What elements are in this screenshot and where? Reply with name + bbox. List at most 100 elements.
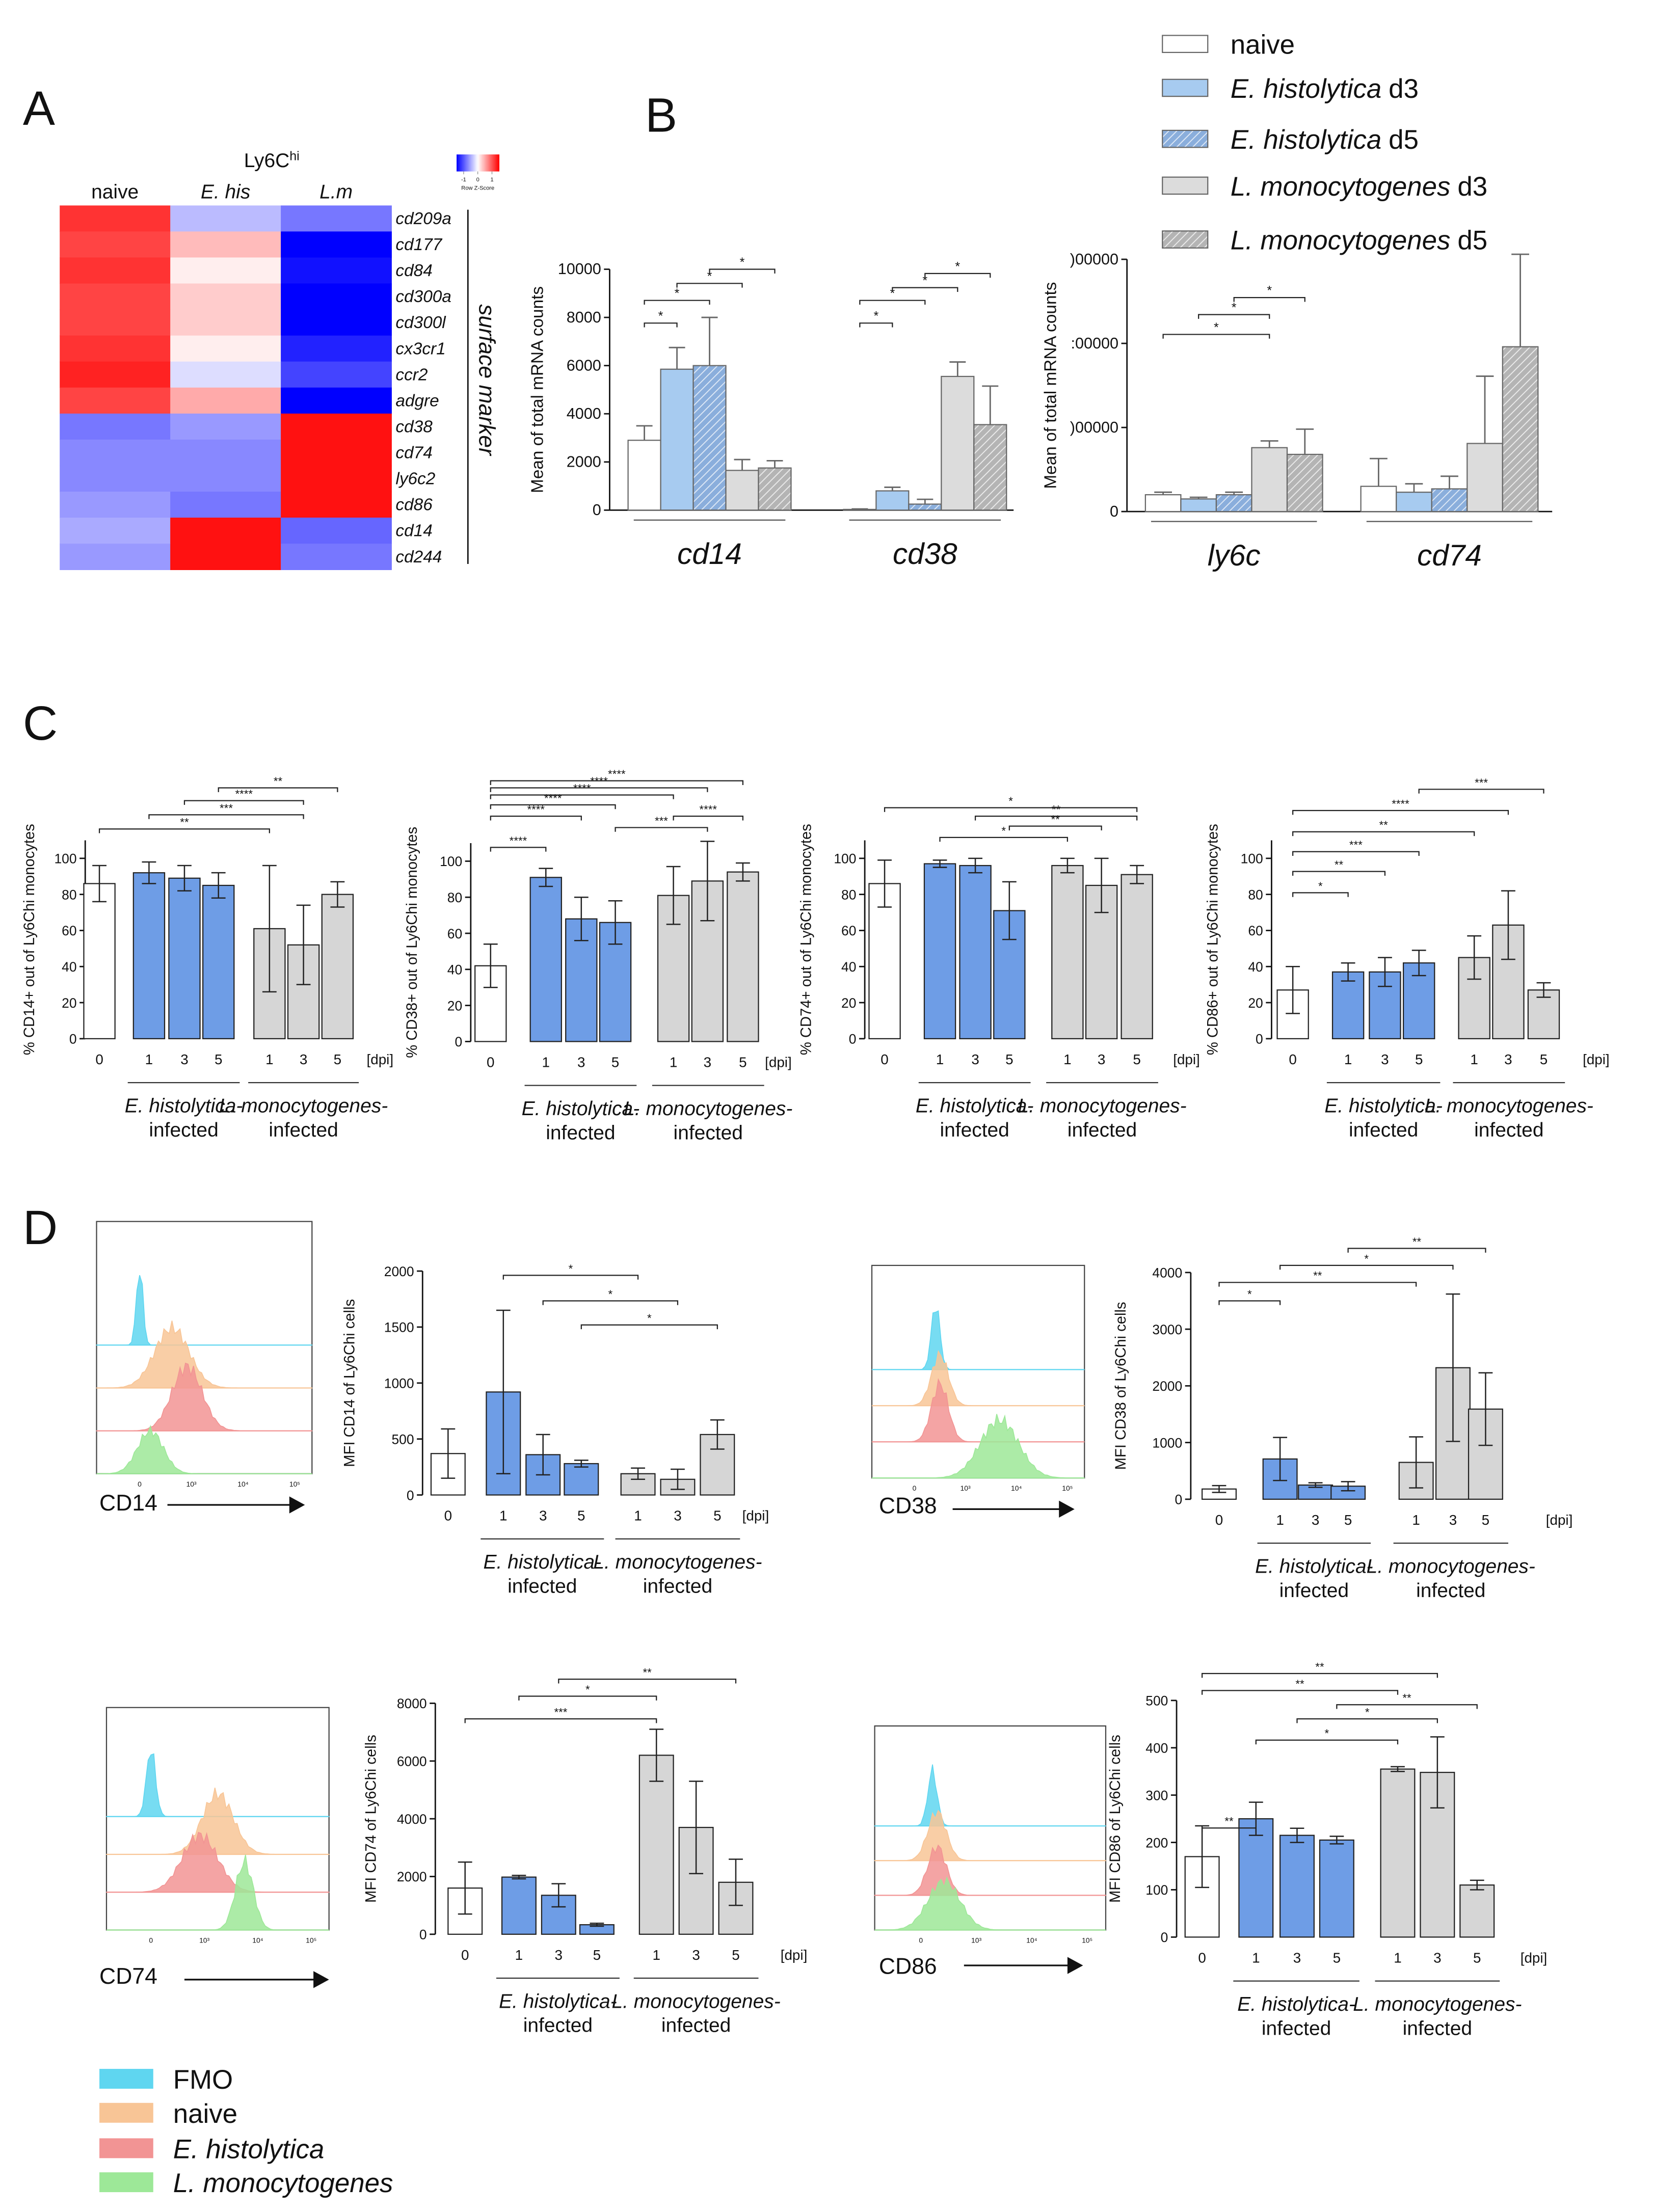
y-tick-label: 40 xyxy=(447,962,462,978)
error-bar xyxy=(1536,982,1551,998)
group-label: infected xyxy=(269,1119,338,1141)
significance-label: * xyxy=(1364,1252,1369,1265)
colorbar-slice xyxy=(477,154,480,172)
histogram-curve xyxy=(874,1844,1106,1896)
y-tick-label: 0 xyxy=(593,501,601,519)
significance-bracket xyxy=(1255,1739,1399,1745)
heatmap-cell xyxy=(281,544,392,571)
significance-label: *** xyxy=(655,815,668,827)
legend-suffix: d3 xyxy=(1389,74,1419,104)
row-label: cd74 xyxy=(395,444,432,463)
heatmap-cell xyxy=(170,465,281,492)
colorbar-slice xyxy=(481,154,483,172)
heatmap-cell xyxy=(170,387,281,414)
bar xyxy=(529,877,562,1042)
legend-suffix: d3 xyxy=(1457,172,1487,202)
y-tick-label: 100 xyxy=(440,854,462,869)
error-bar xyxy=(1260,440,1278,448)
error-bar xyxy=(1329,1836,1344,1845)
y-tick-label: :00000 xyxy=(1071,335,1118,352)
error-bar xyxy=(1212,1485,1227,1493)
bar xyxy=(1180,498,1217,512)
significance-label: ** xyxy=(643,1666,652,1679)
significance-label: * xyxy=(1008,795,1013,807)
bar xyxy=(564,1463,599,1496)
colorbar-slice xyxy=(489,154,491,172)
legend-swatch xyxy=(1162,176,1209,195)
x-tick-label: 3 xyxy=(180,1051,188,1067)
y-tick-label: 3000 xyxy=(1152,1322,1182,1337)
bar xyxy=(1051,865,1084,1039)
legend-swatch xyxy=(1162,78,1209,97)
bar xyxy=(908,503,942,511)
significance-label: * xyxy=(1267,284,1272,298)
error-bar xyxy=(1501,890,1515,960)
bar xyxy=(321,894,354,1039)
error-bar xyxy=(710,1419,725,1450)
row-label: cd14 xyxy=(395,522,432,541)
heatmap-cell xyxy=(281,283,392,310)
error-bar xyxy=(142,861,156,884)
histogram-curve xyxy=(872,1414,1085,1478)
y-tick-label: 400 xyxy=(1145,1740,1168,1756)
significance-label: * xyxy=(740,255,745,269)
error-bar xyxy=(1411,950,1426,977)
error-bar xyxy=(330,881,345,908)
legend-swatch xyxy=(1162,129,1209,148)
bar xyxy=(1396,492,1432,512)
x-tick-label: 0 xyxy=(138,1480,142,1488)
colorbar-slice xyxy=(473,154,475,172)
axis-arrowhead xyxy=(1067,1957,1083,1974)
error-bar xyxy=(1341,962,1355,982)
bar xyxy=(1144,494,1182,512)
significance-label: ** xyxy=(1315,1660,1324,1673)
y-tick-label: 8000 xyxy=(567,309,601,326)
error-bar xyxy=(949,361,966,376)
significance-bracket xyxy=(709,268,776,274)
significance-bracket xyxy=(1201,1690,1399,1695)
significance-bracket xyxy=(1292,851,1420,856)
colorbar-slice xyxy=(486,154,488,172)
error-bar xyxy=(1470,1879,1484,1891)
heatmap-cell xyxy=(60,413,171,440)
group-label: E. histolytica- xyxy=(484,1551,602,1573)
row-label: cd209a xyxy=(395,209,451,228)
colorbar-slice xyxy=(496,154,498,172)
row-label: ly6c2 xyxy=(395,470,435,489)
bar xyxy=(923,863,956,1039)
significance-label: * xyxy=(1232,301,1237,315)
x-tick-label: 0 xyxy=(444,1508,452,1524)
column-label: L.m xyxy=(319,181,353,203)
significance-bracket xyxy=(1336,1704,1478,1709)
significance-bracket xyxy=(1201,1673,1438,1678)
y-tick-label: 80 xyxy=(447,890,462,905)
y-tick-label: 1500 xyxy=(384,1320,414,1335)
y-axis-label: % CD74+ out of Ly6Chi monocytes xyxy=(798,824,814,1055)
x-tick-label: 3 xyxy=(1293,1950,1301,1965)
heatmap-cell xyxy=(170,205,281,232)
heatmap-cell xyxy=(281,491,392,518)
significance-bracket xyxy=(490,804,616,810)
colorbar-label: Row Z-Score xyxy=(461,185,494,192)
bar xyxy=(1215,494,1252,512)
x-tick-label: 5 xyxy=(611,1055,619,1070)
error-bar xyxy=(1195,1825,1210,1889)
significance-bracket xyxy=(1292,831,1475,837)
legend-name: L. monocytogenes xyxy=(1231,226,1451,256)
bar xyxy=(758,467,792,511)
y-tick-label: 80 xyxy=(62,887,76,902)
significance-bracket xyxy=(892,287,958,292)
heatmap-cell xyxy=(281,231,392,258)
group-label: E. histolytica- xyxy=(916,1095,1034,1117)
bar xyxy=(660,368,694,511)
bar xyxy=(1459,1884,1495,1938)
significance-bracket xyxy=(490,780,744,785)
significance-label: ** xyxy=(1224,1815,1234,1828)
heatmap-cell xyxy=(60,231,171,258)
legend-name: E. histolytica xyxy=(1231,74,1382,104)
bar xyxy=(1121,874,1153,1039)
group-label: infected xyxy=(643,1575,712,1597)
row-label: cd86 xyxy=(395,496,433,515)
error-bar xyxy=(296,904,311,985)
